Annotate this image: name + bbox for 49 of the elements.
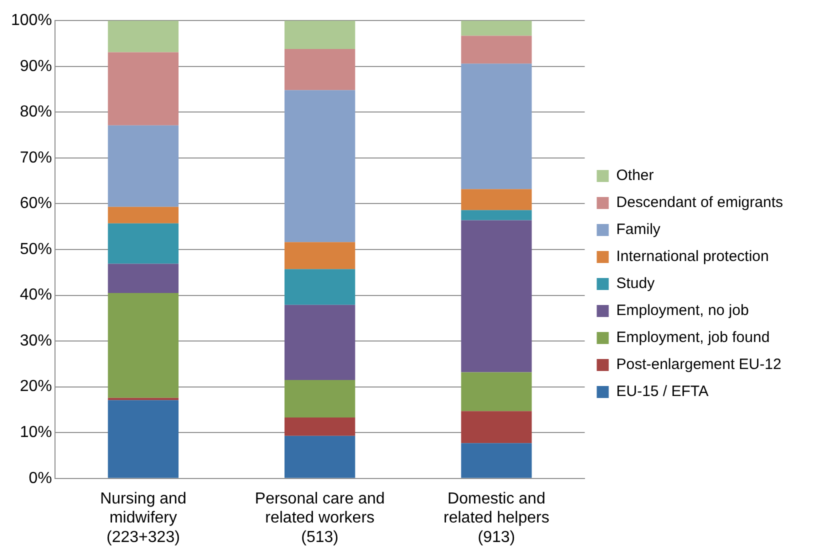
bar: [461, 64, 532, 190]
bar: [284, 90, 356, 242]
legend-label: Post-enlargement EU-12: [616, 356, 782, 374]
y-tick-label: 60%: [20, 195, 52, 212]
legend-label: Descendant of emigrants: [616, 194, 784, 212]
y-tick-label: 40%: [20, 286, 52, 304]
x-tick-label: Personal care and related workers (513): [254, 490, 385, 546]
y-tick-label: 80%: [20, 104, 52, 121]
bar: [108, 292, 179, 398]
bar: [461, 36, 532, 64]
bar: [461, 189, 532, 210]
y-tick-label: 50%: [20, 240, 52, 258]
bar: [108, 400, 179, 478]
bar: [108, 125, 179, 207]
legend-label: Study: [616, 275, 656, 292]
bar: [108, 264, 179, 293]
bar: [284, 418, 356, 436]
legend-label: Employment, job found: [616, 329, 770, 346]
x-tick-label: Nursing and midwifery (223+323): [100, 490, 186, 546]
y-tick-label: 10%: [20, 424, 52, 442]
bar: [461, 210, 532, 220]
bar: [284, 436, 356, 478]
bar: [284, 48, 356, 90]
bar: [461, 220, 532, 372]
y-tick-label: 90%: [20, 58, 52, 75]
bar: [461, 20, 532, 36]
bar: [284, 304, 356, 380]
bar: [461, 372, 532, 412]
y-tick-label: 30%: [20, 332, 52, 350]
bar: [284, 269, 356, 305]
y-tick-label: 70%: [20, 149, 52, 166]
bar: [461, 411, 532, 444]
y-tick-label: 20%: [20, 378, 52, 396]
bar: [108, 52, 179, 126]
bar: [108, 223, 179, 264]
legend-label: International protection: [616, 248, 769, 266]
legend-label: Employment, no job: [616, 302, 749, 320]
bar: [461, 443, 532, 478]
legend-label: EU-15 / EFTA: [616, 383, 708, 400]
legend-label: Other: [616, 167, 654, 184]
bar: [284, 20, 356, 49]
legend-label: Family: [616, 221, 661, 238]
bar: [108, 20, 179, 52]
bar: [284, 380, 356, 418]
bar: [108, 206, 179, 224]
y-tick-label: 0%: [28, 470, 52, 487]
bar: [284, 242, 356, 270]
x-tick-label: Domestic and related helpers (913): [444, 490, 550, 546]
y-tick-label: 100%: [11, 12, 52, 30]
